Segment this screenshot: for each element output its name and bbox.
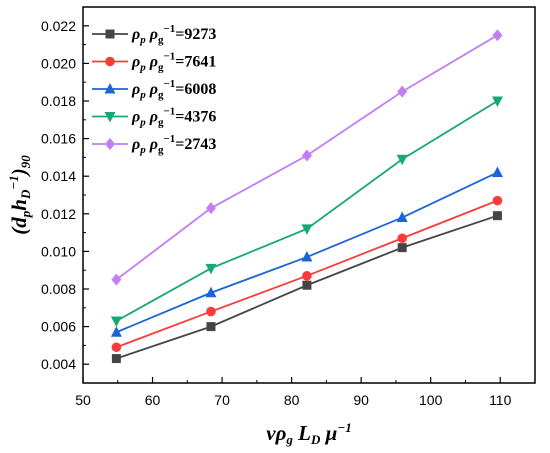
data-point [301, 251, 313, 262]
x-tick-label: 70 [214, 392, 230, 408]
y-tick-label: 0.020 [41, 55, 76, 71]
y-tick-label: 0.022 [41, 18, 76, 34]
legend-item-6008: ρp ρg−1=6008 [92, 78, 216, 101]
x-tick-label: 80 [284, 392, 300, 408]
legend-marker [105, 138, 115, 150]
legend-label: ρp ρg−1=4376 [131, 106, 216, 129]
legend-item-4376: ρp ρg−1=4376 [92, 106, 216, 129]
data-point [110, 326, 122, 337]
data-point [302, 271, 312, 281]
legend-label: ρp ρg−1=7641 [131, 51, 216, 74]
legend-marker [104, 83, 116, 94]
x-tick-label: 50 [75, 392, 91, 408]
y-tick-label: 0.014 [41, 168, 76, 184]
data-point [396, 154, 408, 166]
data-point [492, 29, 503, 42]
series-9273 [111, 211, 502, 364]
data-point [205, 202, 216, 215]
data-point [111, 354, 121, 364]
legend-label: ρp ρg−1=2743 [131, 133, 216, 156]
legend-marker [105, 29, 115, 39]
data-point [302, 280, 312, 290]
data-point [206, 306, 216, 317]
data-point [492, 211, 502, 221]
axes: 50 60 70 80 90 100 110 0.0040.0060.0080.0100.0… [41, 6, 536, 408]
data-point [491, 96, 503, 107]
legend-item-9273: ρp ρg−1=9273 [92, 23, 216, 46]
series-4376 [110, 96, 503, 327]
y-tick-label: 0.010 [41, 243, 76, 259]
y-tick-label: 0.008 [41, 281, 76, 297]
series-6008 [110, 166, 503, 337]
legend-label: ρp ρg−1=6008 [131, 78, 216, 101]
data-point [492, 195, 503, 206]
y-axis-ticks: 0.004 0.006 0.008 0.010 0.012 0.014 0.016 0.018… [41, 18, 89, 384]
data-point [205, 286, 217, 298]
data-point [111, 342, 122, 353]
x-tick-label: 100 [419, 392, 443, 408]
series-2743 [111, 29, 503, 286]
x-axis-ticks: 50 60 70 80 90 100 110 [75, 377, 512, 408]
legend-marker [105, 56, 115, 67]
data-point [110, 316, 122, 327]
y-axis-title: (dphD−1)90 [6, 155, 33, 235]
x-axis-title: vρg LD μ−1 [266, 420, 351, 447]
data-point [491, 166, 503, 177]
data-point [111, 273, 122, 286]
legend-item-2743: ρp ρg−1=2743 [92, 133, 216, 156]
y-tick-label: 0.018 [41, 93, 76, 109]
data-point [205, 263, 217, 275]
data-point [396, 211, 408, 223]
y-tick-label: 0.016 [41, 131, 76, 147]
x-tick-label: 90 [353, 392, 369, 408]
data-point [397, 243, 407, 253]
x-tick-label: 60 [145, 392, 161, 408]
data-point [301, 149, 312, 162]
series-7641 [111, 195, 503, 353]
data-point [301, 224, 313, 235]
x-tick-label: 110 [489, 392, 512, 408]
y-tick-label: 0.006 [41, 319, 76, 335]
legend-marker [104, 112, 116, 123]
data-point [206, 322, 216, 332]
series-layer [110, 29, 503, 364]
legend: ρp ρg−1=9273 ρp ρg−1=7641 ρp ρg−1=6008 ρp ρ… [92, 23, 216, 156]
legend-label: ρp ρg−1=9273 [131, 23, 216, 46]
y-tick-label: 0.004 [41, 356, 76, 372]
data-point [397, 233, 407, 244]
data-point [397, 85, 408, 98]
y-tick-label: 0.012 [41, 206, 76, 222]
legend-item-7641: ρp ρg−1=7641 [92, 51, 216, 74]
